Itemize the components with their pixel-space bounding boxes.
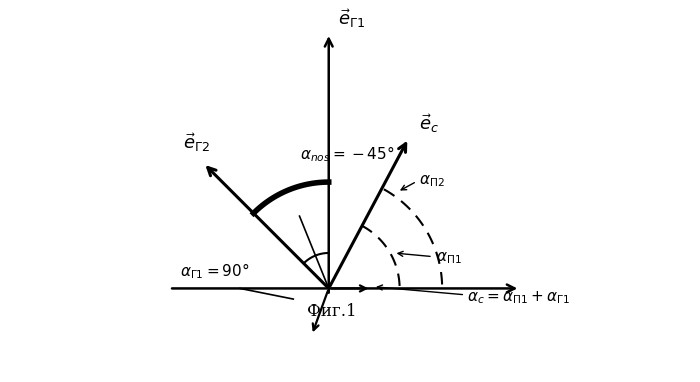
Text: $\alpha_{\Gamma1} = 90°$: $\alpha_{\Gamma1} = 90°$ bbox=[180, 261, 249, 280]
Text: $\alpha_{\mathit{nos}} = -45°$: $\alpha_{\mathit{nos}} = -45°$ bbox=[300, 144, 395, 163]
Text: $\alpha_{\Pi1}$: $\alpha_{\Pi1}$ bbox=[436, 251, 462, 266]
Text: $\alpha_{c} = \alpha_{\Pi1} + \alpha_{\Gamma1}$: $\alpha_{c} = \alpha_{\Pi1} + \alpha_{\G… bbox=[467, 289, 570, 306]
Text: $\vec{e}_{\Gamma1}$: $\vec{e}_{\Gamma1}$ bbox=[337, 7, 365, 30]
Text: Фиг.1: Фиг.1 bbox=[307, 303, 357, 320]
Text: $\vec{e}_{\Gamma2}$: $\vec{e}_{\Gamma2}$ bbox=[183, 131, 210, 154]
Text: $\alpha_{\Pi2}$: $\alpha_{\Pi2}$ bbox=[419, 173, 444, 189]
Text: $\vec{e}_{c}$: $\vec{e}_{c}$ bbox=[419, 112, 440, 134]
